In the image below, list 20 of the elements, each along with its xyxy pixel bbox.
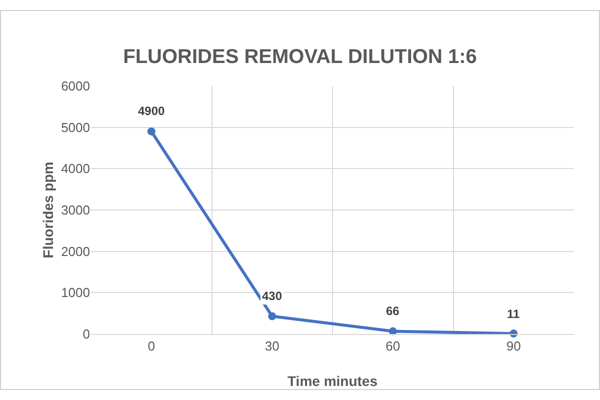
x-axis-title: Time minutes (288, 373, 378, 389)
x-tick-label: 0 (148, 338, 155, 354)
chart-title: FLUORIDES REMOVAL DILUTION 1:6 (123, 46, 477, 68)
y-axis-title: Fluorides ppm (40, 162, 56, 258)
x-tick-label: 30 (264, 338, 280, 354)
x-tick-label: 90 (506, 338, 521, 354)
y-tick-label: 2000 (61, 244, 90, 259)
x-tick-label: 60 (386, 338, 400, 354)
data-label: 66 (386, 304, 400, 318)
y-tick-label: 0 (82, 326, 90, 342)
point (147, 127, 156, 136)
point (268, 312, 276, 320)
y-tick-label: 4000 (61, 161, 90, 176)
y-tick-label: 3000 (61, 202, 90, 218)
data-label: 4900 (138, 104, 166, 118)
data-label: 11 (507, 307, 520, 321)
y-tick-label: 1000 (61, 285, 90, 300)
data-label: 430 (262, 289, 282, 303)
y-tick-label: 5000 (61, 120, 90, 135)
y-tick-label: 6000 (61, 78, 90, 94)
